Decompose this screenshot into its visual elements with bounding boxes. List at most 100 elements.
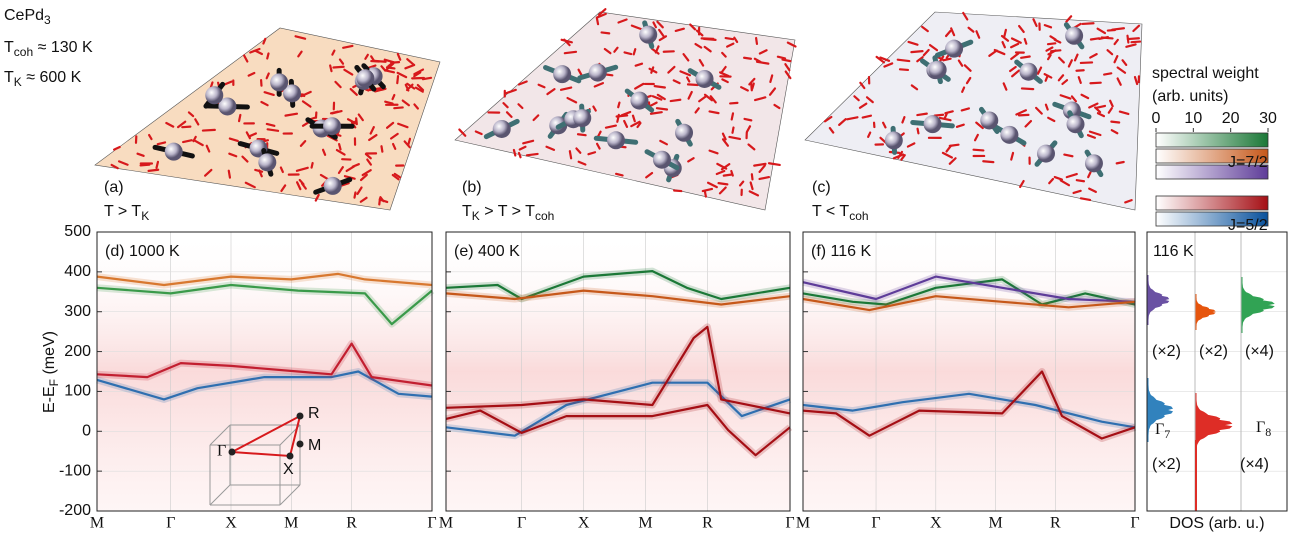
spin-arrow (545, 145, 556, 151)
spin-arrow (1110, 120, 1121, 124)
gamma7-label-main: Γ (1155, 421, 1164, 438)
spin-arrow (383, 58, 395, 64)
spin-arrow (749, 181, 754, 191)
spin-arrow (339, 182, 350, 188)
spin-arrow (769, 74, 774, 84)
gamma8-label: Γ8 (1256, 419, 1271, 439)
spin-arrow (1094, 106, 1102, 114)
spin-arrow (654, 45, 660, 54)
bz-label: X (283, 461, 294, 478)
spin-arrow (944, 29, 952, 38)
material-name-sub: 3 (44, 13, 51, 27)
tk-label-rest: ≈ 600 K (22, 69, 82, 86)
spin-arrow (1079, 61, 1094, 65)
spin-arrow (1057, 74, 1065, 82)
y-axis-label-main: E-E (41, 386, 58, 413)
spin-arrow (728, 135, 742, 141)
dos-multiplier: (×2) (1152, 456, 1181, 473)
spin-arrow (938, 116, 952, 122)
x-tick-label: Γ (517, 515, 526, 532)
bz-point (286, 452, 294, 460)
spin-arrow (941, 151, 954, 159)
spin-arrow (648, 67, 658, 74)
spin-arrow (148, 133, 153, 141)
spin-arrow (1118, 110, 1130, 116)
spin-arrow (910, 50, 924, 54)
spin-arrow (906, 142, 916, 148)
x-tick-label: Γ (166, 515, 175, 532)
spin-arrow (1073, 53, 1079, 62)
spin-arrow (1059, 94, 1072, 100)
spin-arrow (916, 112, 928, 117)
y-tick-label: 500 (64, 223, 91, 240)
spin-arrow (335, 148, 346, 156)
ce-atom (980, 111, 999, 130)
spin-arrow (655, 107, 669, 111)
spin-arrow (674, 27, 685, 32)
spin-arrow (407, 137, 412, 146)
ce-atom (323, 117, 342, 136)
spin-arrow (364, 152, 372, 160)
spin-arrow (768, 87, 777, 96)
spin-arrow (967, 26, 975, 33)
bz-inset: R Γ MX (209, 405, 321, 506)
band (445, 325, 791, 415)
spin-arrow (1089, 53, 1098, 59)
spin-arrow (721, 138, 729, 147)
spin-arrow (1018, 24, 1025, 34)
spin-arrow (1116, 66, 1127, 74)
spin-arrow (653, 85, 666, 89)
band (445, 403, 791, 457)
surface (454, 11, 796, 211)
spin-arrow (659, 139, 669, 146)
spin-arrow (1023, 37, 1028, 45)
spin-arrow (458, 128, 467, 137)
spin-arrow (391, 93, 396, 101)
spin-arrow (916, 127, 920, 135)
spin-arrow (743, 56, 753, 60)
dos-frame (1146, 231, 1288, 512)
y-tick-label: 0 (82, 423, 91, 440)
spin-arrow (1080, 93, 1090, 100)
spin-arrow (1058, 56, 1065, 64)
spin-arrow (404, 83, 410, 92)
spin-arrow (525, 152, 539, 157)
spin-arrow (694, 107, 700, 114)
spin-arrow (673, 189, 683, 193)
spin-arrow (1111, 27, 1126, 31)
spin-arrow (248, 132, 257, 138)
spin-arrow (724, 36, 735, 41)
spin-arrow (781, 58, 792, 63)
spin-arrow (156, 141, 167, 146)
spin-arrow (960, 107, 971, 112)
spin-arrow (896, 58, 911, 63)
spin-arrow (623, 51, 633, 56)
spin-arrow (965, 76, 972, 85)
colorbar (1155, 164, 1269, 180)
spin-arrow (784, 63, 791, 72)
spin-arrow (332, 65, 345, 69)
spin-arrow (566, 96, 578, 104)
spin-arrow (865, 96, 874, 104)
x-tick-label: Γ (785, 515, 794, 532)
spin-arrow (658, 28, 665, 38)
spin-arrow (338, 58, 345, 65)
y-tick-label: 400 (64, 263, 91, 280)
spin-arrow (334, 80, 342, 89)
spin-arrow (351, 163, 360, 168)
spin-arrow (595, 12, 607, 19)
spin-arrow (1088, 130, 1102, 137)
spin-arrow (1086, 134, 1096, 139)
spin-arrow (366, 158, 372, 166)
panel-label: (a) (104, 179, 124, 196)
spin-arrow (1113, 38, 1119, 46)
spin-arrow (577, 160, 587, 166)
panel-label: (b) (462, 179, 482, 196)
spin-arrow (1061, 79, 1069, 86)
spin-arrow (337, 166, 344, 175)
surface (94, 27, 441, 211)
spin-arrow (243, 54, 249, 63)
spin-arrow (703, 45, 712, 53)
spin-arrow (721, 78, 729, 84)
spin-arrow (1015, 109, 1027, 116)
